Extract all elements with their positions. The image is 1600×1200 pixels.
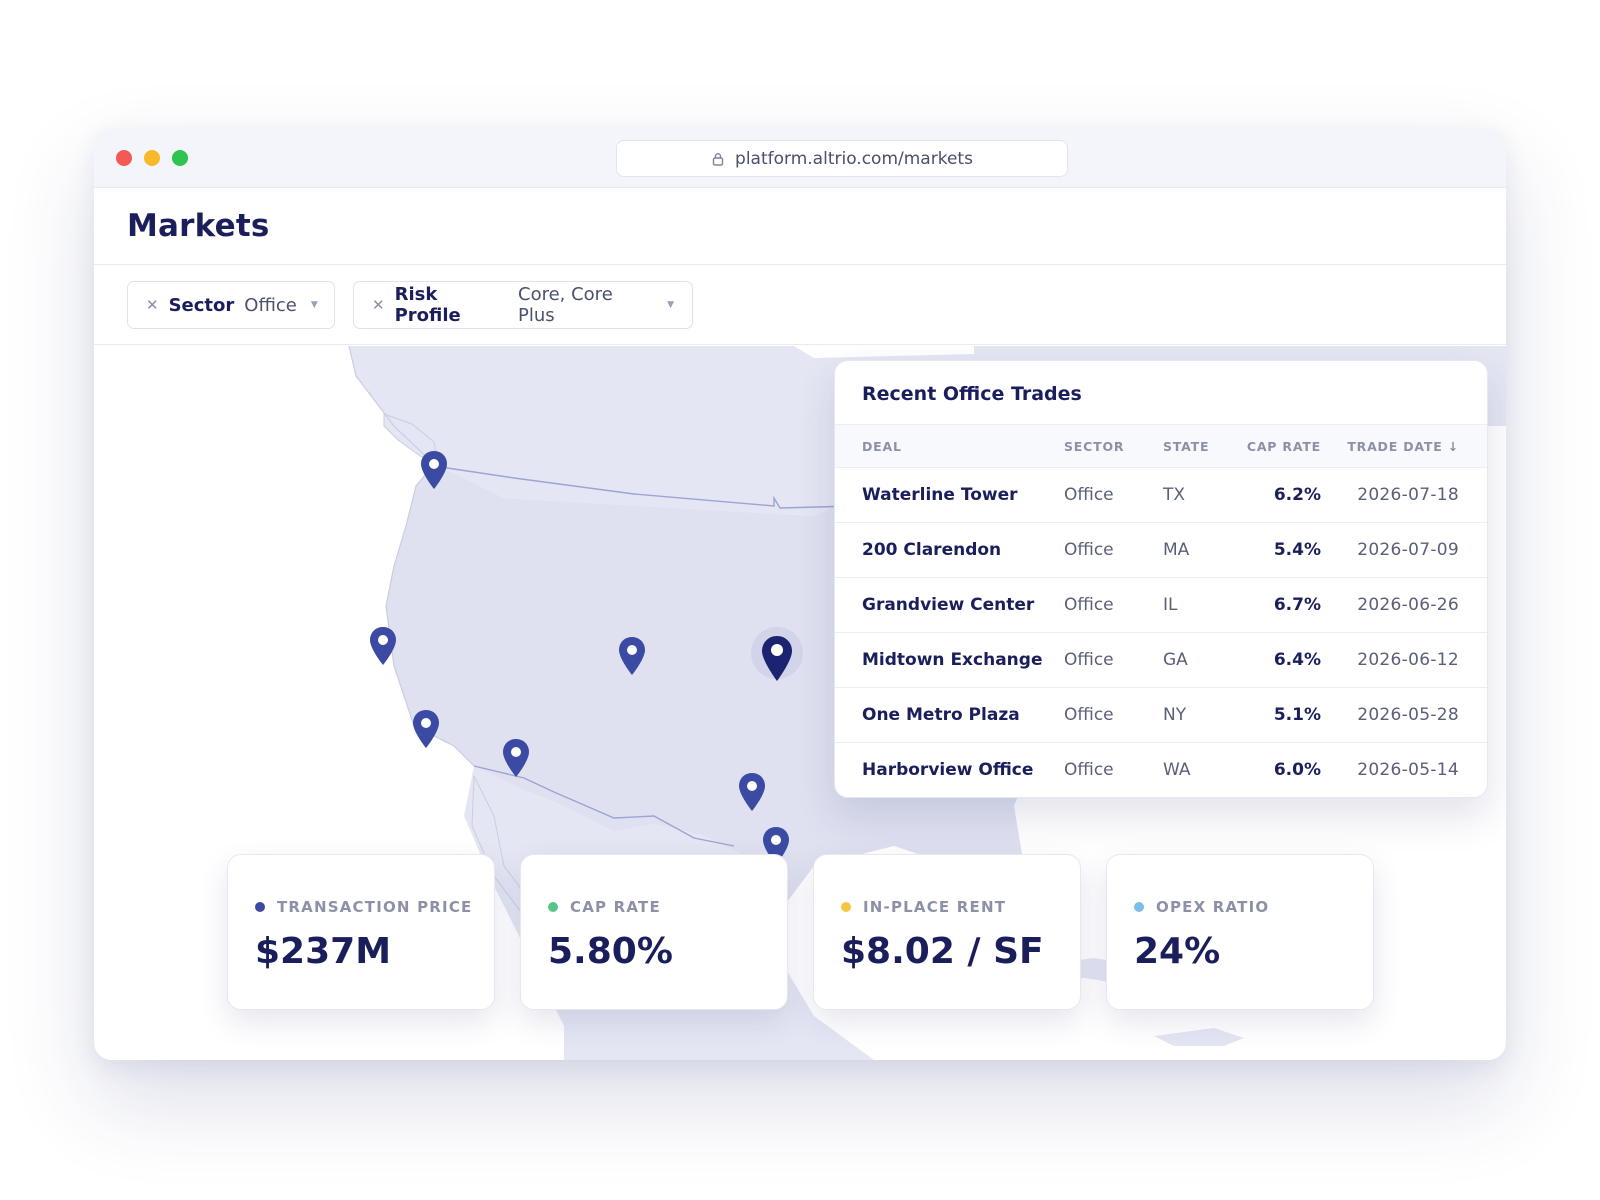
column-header-cap-rate[interactable]: CAP RATE (1246, 439, 1321, 454)
filter-chip-risk-profile[interactable]: ✕ Risk Profile Core, Core Plus ▼ (353, 281, 693, 329)
table-row[interactable]: Grandview Center Office IL 6.7% 2026-06-… (835, 578, 1487, 633)
panel-title: Recent Office Trades (862, 383, 1082, 405)
address-bar[interactable]: platform.altrio.com/markets (616, 140, 1068, 177)
status-dot (255, 902, 265, 912)
deal-cap-rate: 5.1% (1273, 705, 1321, 725)
deal-name[interactable]: Harborview Office (862, 760, 1034, 780)
deal-trade-date: 2026-06-12 (1357, 650, 1459, 670)
metric-label: TRANSACTION PRICE (255, 898, 473, 916)
filter-key: Sector (168, 294, 235, 316)
table-row[interactable]: Harborview Office Office WA 6.0% 2026-05… (835, 743, 1487, 797)
filter-key: Risk Profile (394, 284, 461, 326)
deal-sector: Office (1064, 705, 1114, 725)
deal-name[interactable]: 200 Clarendon (862, 540, 1002, 560)
metric-label-text: IN-PLACE RENT (863, 898, 1007, 916)
status-dot (548, 902, 558, 912)
metric-card-transaction-price: TRANSACTION PRICE $237M (227, 854, 495, 1010)
deal-sector: Office (1064, 540, 1114, 560)
deal-cap-rate: 6.7% (1273, 595, 1321, 615)
map-pin-icon[interactable] (738, 772, 766, 812)
map-canvas[interactable]: Recent Office Trades DEAL SECTOR STATE C… (94, 346, 1506, 1060)
metric-value: 5.80% (548, 931, 673, 972)
metric-value: 24% (1134, 931, 1221, 972)
lock-icon (712, 152, 724, 166)
filter-chip-sector[interactable]: ✕ Sector Office ▼ (127, 281, 335, 329)
deal-state: GA (1163, 650, 1188, 670)
deal-cap-rate: 6.0% (1273, 760, 1321, 780)
caret-down-icon: ▼ (310, 300, 318, 310)
metric-label-text: OPEX RATIO (1156, 898, 1270, 916)
column-header-deal[interactable]: DEAL (862, 439, 902, 454)
deal-sector: Office (1064, 485, 1114, 505)
table-row[interactable]: Waterline Tower Office TX 6.2% 2026-07-1… (835, 468, 1487, 523)
map-pin-icon[interactable] (618, 636, 646, 676)
page-header: Markets (94, 188, 1506, 265)
deal-cap-rate: 5.4% (1273, 540, 1321, 560)
deal-trade-date: 2026-06-26 (1357, 595, 1459, 615)
metric-card-in-place-rent: IN-PLACE RENT $8.02 / SF (813, 854, 1081, 1010)
map-pin-icon[interactable] (369, 626, 397, 666)
page-title: Markets (127, 208, 270, 244)
deal-state: TX (1163, 485, 1186, 505)
map-pin-icon[interactable] (502, 738, 530, 778)
deal-state: MA (1163, 540, 1190, 560)
deal-name[interactable]: Grandview Center (862, 595, 1035, 615)
maximize-window-button[interactable] (172, 150, 188, 166)
map-pin-icon[interactable] (412, 709, 440, 749)
deal-state: WA (1163, 760, 1191, 780)
close-icon[interactable]: ✕ (372, 296, 385, 314)
deal-cap-rate: 6.4% (1273, 650, 1321, 670)
deal-trade-date: 2026-05-14 (1357, 760, 1459, 780)
metric-label: OPEX RATIO (1134, 898, 1269, 916)
metric-label: CAP RATE (548, 898, 661, 916)
close-icon[interactable]: ✕ (146, 296, 159, 314)
filter-value: Office (244, 294, 297, 316)
close-window-button[interactable] (116, 150, 132, 166)
metric-value: $237M (255, 931, 392, 972)
status-dot (1134, 902, 1144, 912)
deal-name[interactable]: Waterline Tower (862, 485, 1018, 505)
metric-label-text: TRANSACTION PRICE (277, 898, 473, 916)
caret-down-icon: ▼ (667, 300, 674, 310)
deal-trade-date: 2026-07-18 (1357, 485, 1459, 505)
browser-chrome: platform.altrio.com/markets (94, 128, 1506, 188)
metric-label: IN-PLACE RENT (841, 898, 1006, 916)
filter-bar: ✕ Sector Office ▼ ✕ Risk Profile Core, C… (94, 265, 1506, 345)
deal-sector: Office (1064, 760, 1114, 780)
table-row[interactable]: 200 Clarendon Office MA 5.4% 2026-07-09 (835, 523, 1487, 578)
deal-name[interactable]: One Metro Plaza (862, 705, 1020, 725)
column-header-sector[interactable]: SECTOR (1064, 439, 1125, 454)
metric-card-cap-rate: CAP RATE 5.80% (520, 854, 788, 1010)
column-header-trade-date[interactable]: TRADE DATE ↓ (1347, 439, 1459, 454)
table-row[interactable]: Midtown Exchange Office GA 6.4% 2026-06-… (835, 633, 1487, 688)
filter-value: Core, Core Plus (518, 284, 613, 326)
map-pin-icon[interactable] (420, 450, 448, 490)
map-pin-selected-icon[interactable] (750, 626, 804, 696)
recent-trades-panel: Recent Office Trades DEAL SECTOR STATE C… (834, 360, 1488, 798)
metric-card-opex-ratio: OPEX RATIO 24% (1106, 854, 1374, 1010)
deal-sector: Office (1064, 650, 1114, 670)
deal-sector: Office (1064, 595, 1114, 615)
metric-value: $8.02 / SF (841, 931, 1044, 972)
deal-trade-date: 2026-05-28 (1357, 705, 1459, 725)
status-dot (841, 902, 851, 912)
url-text: platform.altrio.com/markets (735, 148, 973, 169)
table-header: DEAL SECTOR STATE CAP RATE TRADE DATE ↓ (835, 424, 1487, 468)
deal-state: NY (1163, 705, 1187, 725)
browser-window: platform.altrio.com/markets Markets ✕ Se… (94, 128, 1506, 1060)
table-row[interactable]: One Metro Plaza Office NY 5.1% 2026-05-2… (835, 688, 1487, 743)
deal-name[interactable]: Midtown Exchange (862, 650, 1043, 670)
minimize-window-button[interactable] (144, 150, 160, 166)
deal-trade-date: 2026-07-09 (1357, 540, 1459, 560)
deal-state: IL (1163, 595, 1178, 615)
metric-label-text: CAP RATE (570, 898, 661, 916)
column-header-state[interactable]: STATE (1163, 439, 1210, 454)
deal-cap-rate: 6.2% (1273, 485, 1321, 505)
